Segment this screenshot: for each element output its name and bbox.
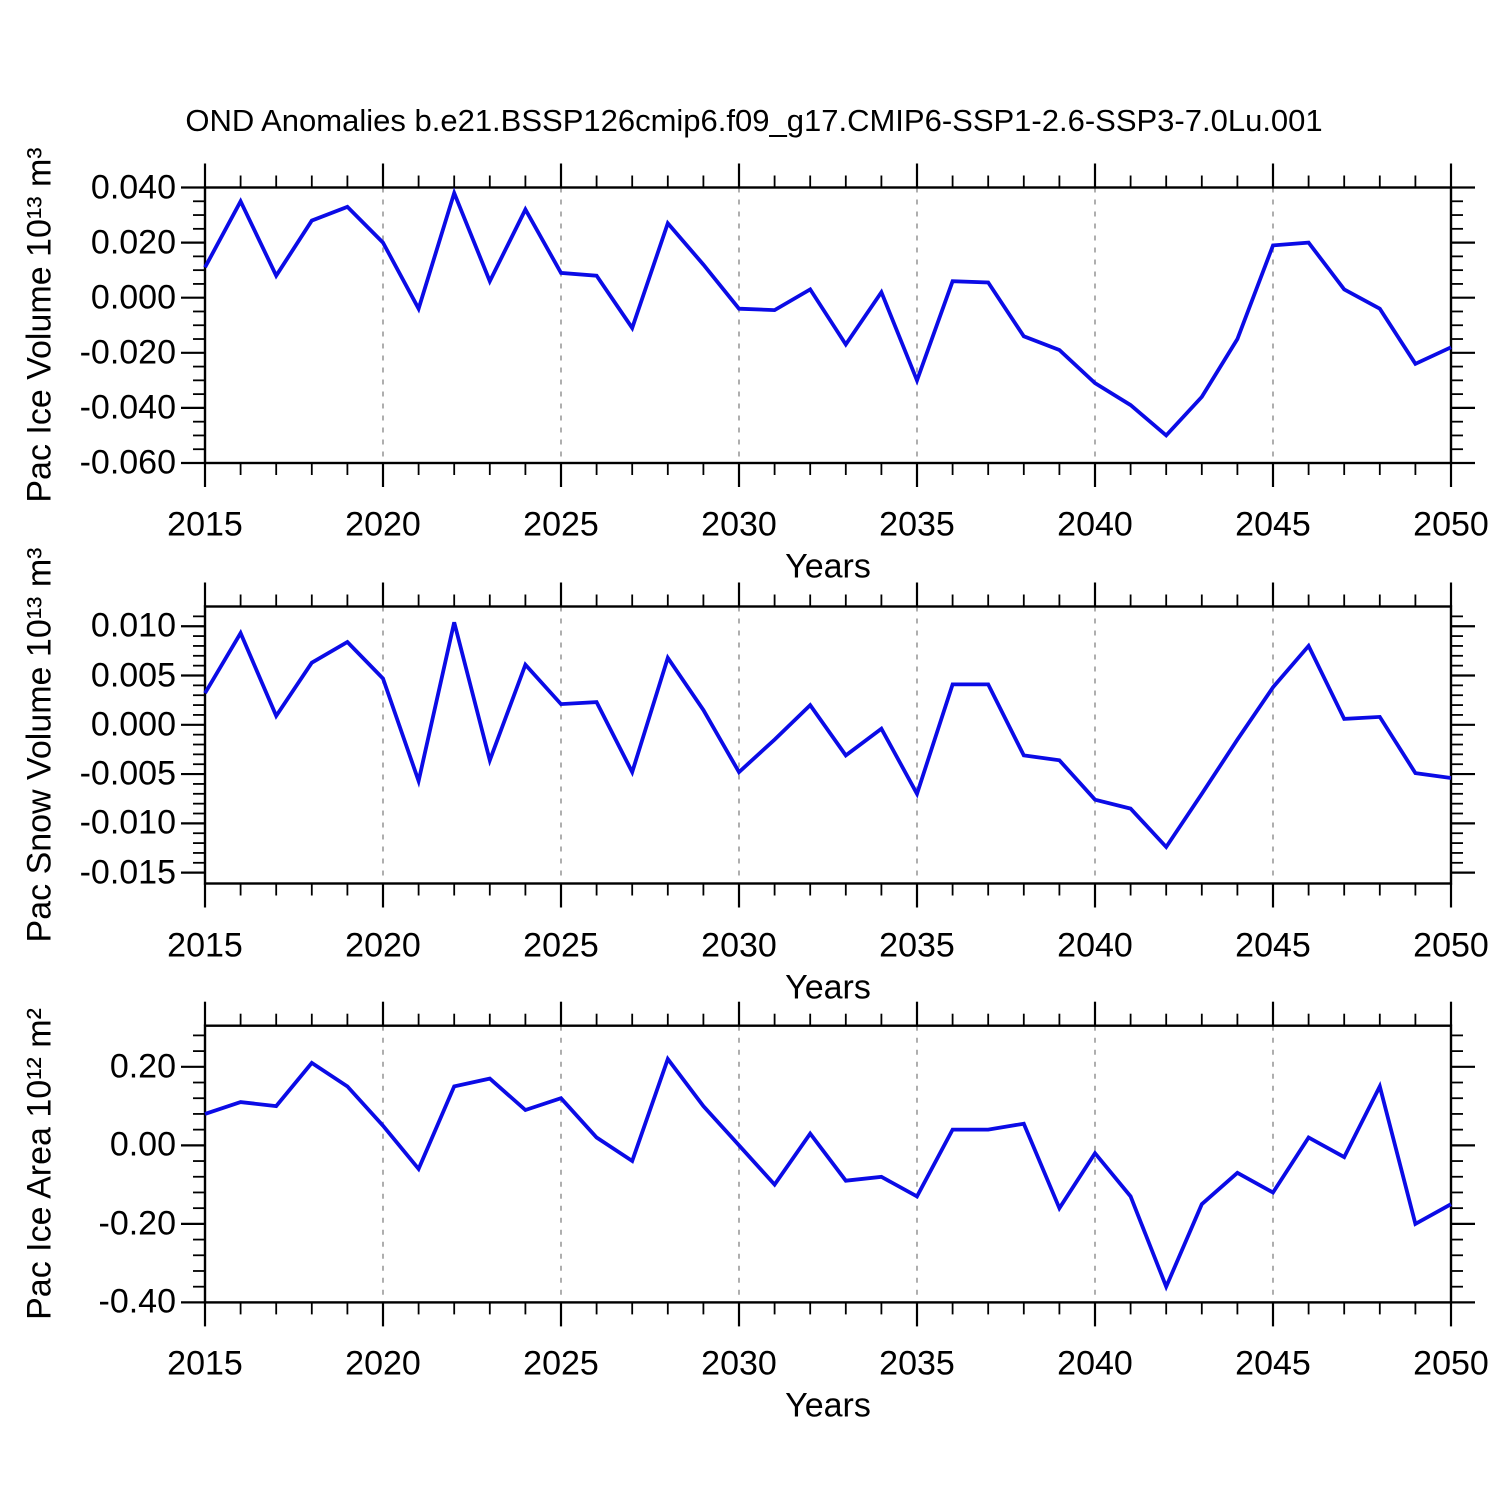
x-tick-label: 2050 xyxy=(1413,505,1489,544)
y-tick-label: 0.020 xyxy=(90,223,176,262)
x-tick-label: 2040 xyxy=(1057,505,1133,544)
x-tick-label: 2035 xyxy=(879,1344,955,1383)
x-tick-label: 2015 xyxy=(167,926,243,964)
y-tick-label: 0.000 xyxy=(90,278,176,317)
x-tick-label: 2015 xyxy=(167,505,243,544)
x-tick-label: 2045 xyxy=(1235,926,1311,964)
x-tick-label: 2035 xyxy=(879,505,955,544)
panel-frame-pac-ice-area xyxy=(203,1024,1453,1304)
y-axis-label-ice-volume: Pac Ice Volume 10¹³ m³ xyxy=(20,147,59,503)
data-line-pac-snow-volume xyxy=(203,621,1452,851)
x-tick-label: 2030 xyxy=(701,505,777,544)
x-tick-label: 2050 xyxy=(1413,1344,1489,1383)
y-tick-label: -0.060 xyxy=(79,443,176,482)
x-tick-label: 2015 xyxy=(167,1344,243,1383)
x-tick-label: 2020 xyxy=(345,505,421,544)
x-axis-label-years-bottom: Years xyxy=(785,1386,871,1425)
y-axis-label-ice-area: Pac Ice Area 10¹² m² xyxy=(20,1008,59,1320)
data-line-pac-ice-area xyxy=(204,1055,1452,1292)
chart-title: OND Anomalies b.e21.BSSP126cmip6.f09_g17… xyxy=(185,103,1323,138)
panel-frame-pac-ice-volume xyxy=(203,186,1453,465)
y-tick-label: -0.40 xyxy=(98,1282,177,1321)
y-tick-label: 0.005 xyxy=(90,656,176,694)
x-tick-label: 2025 xyxy=(523,926,599,964)
x-tick-label: 2030 xyxy=(701,926,777,964)
y-tick-label: 0.010 xyxy=(90,606,176,645)
y-tick-label: -0.020 xyxy=(79,333,176,372)
y-tick-label: 0.00 xyxy=(109,1125,176,1164)
y-tick-label: -0.20 xyxy=(98,1204,177,1243)
y-tick-label: 0.000 xyxy=(90,705,176,744)
y-tick-label: -0.005 xyxy=(79,754,176,793)
y-tick-label: 0.040 xyxy=(90,168,176,206)
y-tick-label: -0.015 xyxy=(79,853,176,892)
x-axis-label-years-middle: Years xyxy=(785,968,871,1007)
y-tick-label: 0.20 xyxy=(109,1047,176,1086)
data-line-pac-ice-volume xyxy=(203,187,1452,439)
x-tick-label: 2050 xyxy=(1413,926,1489,964)
x-tick-label: 2030 xyxy=(701,1344,777,1383)
panel-frame-pac-snow-volume xyxy=(203,605,1453,885)
x-tick-label: 2045 xyxy=(1235,1344,1311,1383)
x-tick-label: 2045 xyxy=(1235,505,1311,544)
x-tick-label: 2020 xyxy=(345,1344,421,1383)
x-tick-label: 2020 xyxy=(345,926,421,964)
y-axis-label-snow-volume: Pac Snow Volume 10¹³ m³ xyxy=(20,547,59,943)
x-tick-label: 2025 xyxy=(523,505,599,544)
y-tick-label: -0.010 xyxy=(79,803,176,842)
x-tick-label: 2025 xyxy=(523,1344,599,1383)
x-tick-label: 2035 xyxy=(879,926,955,964)
y-tick-label: -0.040 xyxy=(79,388,176,427)
x-axis-label-years-top: Years xyxy=(785,547,871,586)
x-tick-label: 2040 xyxy=(1057,926,1133,964)
x-tick-label: 2040 xyxy=(1057,1344,1133,1383)
